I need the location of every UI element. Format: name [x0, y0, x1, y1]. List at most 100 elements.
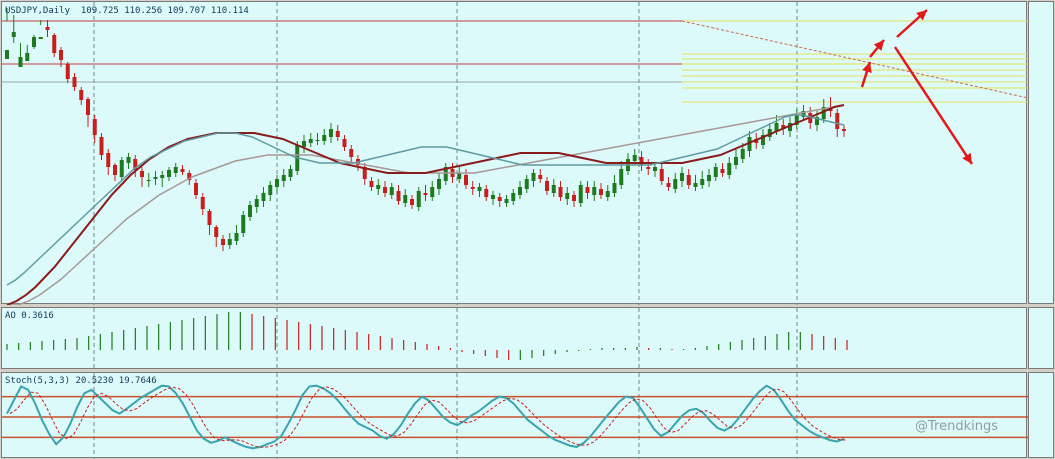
bull-candle — [146, 180, 151, 181]
bull-candle — [254, 199, 259, 207]
bear-candle — [52, 35, 57, 53]
bull-candle — [612, 183, 617, 193]
stoch-k-line — [6, 384, 845, 450]
bull-candle — [592, 187, 597, 195]
price-axis[interactable] — [1028, 1, 1054, 304]
bear-candle — [659, 169, 664, 181]
bull-candle — [126, 157, 131, 163]
bull-candle — [801, 111, 806, 117]
bull-candle — [329, 129, 333, 137]
bull-candle — [261, 193, 266, 201]
bull-candle — [268, 185, 273, 195]
bull-candle — [531, 173, 536, 181]
bull-candle — [25, 53, 30, 61]
bull-candle — [227, 239, 232, 245]
bull-candle — [5, 50, 9, 59]
bear-candle — [686, 175, 691, 185]
bear-candle — [828, 109, 833, 111]
bull-candle — [437, 179, 441, 189]
bear-candle — [585, 187, 590, 193]
forecast-arrowhead — [916, 10, 927, 21]
bear-candle — [396, 191, 401, 201]
bear-candle — [362, 167, 367, 179]
bear-candle — [45, 27, 50, 30]
bull-candle — [160, 175, 165, 178]
bear-candle — [342, 139, 347, 147]
bear-candle — [558, 187, 563, 197]
bear-candle — [200, 197, 205, 209]
bull-candle — [761, 135, 765, 145]
bear-candle — [214, 227, 219, 237]
ao-axis — [1028, 307, 1054, 369]
bear-candle — [72, 77, 77, 87]
forecast-arrowhead — [873, 40, 884, 51]
bull-candle — [767, 129, 772, 137]
bear-candle — [383, 187, 387, 193]
bull-candle — [167, 170, 171, 177]
bull-candle — [680, 173, 684, 181]
bear-candle — [65, 64, 70, 79]
bear-candle — [484, 189, 489, 197]
price-chart-pane[interactable]: USDJPY,Daily 109.725 110.256 109.707 110… — [1, 1, 1028, 305]
ma-slow-line — [7, 104, 845, 305]
stochastic-indicator-pane[interactable]: Stoch(5,3,3) 20.5230 19.7646 — [1, 372, 1028, 459]
bear-candle — [646, 167, 651, 169]
bull-candle — [443, 167, 448, 181]
ma-fast-line — [6, 114, 845, 286]
bull-candle — [315, 140, 320, 141]
bull-candle — [821, 107, 826, 119]
bear-candle — [187, 173, 192, 180]
bear-candle — [639, 157, 644, 165]
bull-candle — [173, 167, 178, 173]
bear-candle — [572, 195, 576, 201]
bull-candle — [491, 195, 495, 199]
bear-candle — [207, 211, 212, 225]
chart-header: USDJPY,Daily 109.725 110.256 109.707 110… — [5, 6, 249, 16]
bull-candle — [747, 137, 752, 151]
bull-candle — [551, 185, 556, 193]
bear-candle — [470, 187, 475, 189]
bull-candle — [774, 123, 779, 131]
bull-candle — [32, 37, 36, 47]
forecast-arrowhead — [962, 152, 972, 164]
watermark: @Trendkings — [915, 419, 998, 434]
bull-candle — [288, 169, 293, 177]
bull-candle — [565, 193, 570, 199]
bear-candle — [59, 50, 63, 60]
bull-candle — [794, 115, 799, 125]
bull-candle — [389, 187, 394, 195]
ao-histogram-canvas — [6, 308, 848, 370]
bear-candle — [349, 149, 354, 157]
bear-candle — [599, 189, 603, 195]
bull-candle — [605, 191, 610, 197]
bull-candle — [11, 32, 16, 37]
bear-candle — [497, 197, 502, 201]
bull-candle — [518, 187, 522, 195]
bull-candle — [693, 183, 698, 187]
bear-candle — [781, 125, 786, 129]
bear-candle — [92, 119, 97, 135]
bull-candle — [241, 215, 246, 233]
bull-candle — [700, 179, 705, 185]
bear-candle — [369, 181, 374, 187]
bear-candle — [666, 183, 671, 187]
bull-candle — [740, 149, 745, 159]
forecast-arrow — [893, 46, 974, 165]
bear-candle — [79, 90, 84, 100]
stochastic-canvas — [2, 373, 1028, 459]
bull-candle — [308, 139, 313, 143]
bull-candle — [403, 195, 408, 203]
bull-candle — [275, 179, 279, 187]
bear-candle — [545, 181, 549, 191]
bear-candle — [835, 113, 840, 129]
bull-candle — [322, 135, 327, 141]
bear-candle — [180, 169, 185, 172]
bull-candle — [707, 175, 711, 181]
bear-candle — [221, 239, 225, 245]
bull-candle — [18, 57, 23, 67]
ao-indicator-pane[interactable]: AO 0.3616 — [1, 307, 1027, 370]
bear-candle — [842, 129, 846, 131]
bull-candle — [653, 167, 657, 171]
stoch-header: Stoch(5,3,3) 20.5230 19.7646 — [5, 376, 157, 386]
bull-candle — [281, 175, 286, 181]
